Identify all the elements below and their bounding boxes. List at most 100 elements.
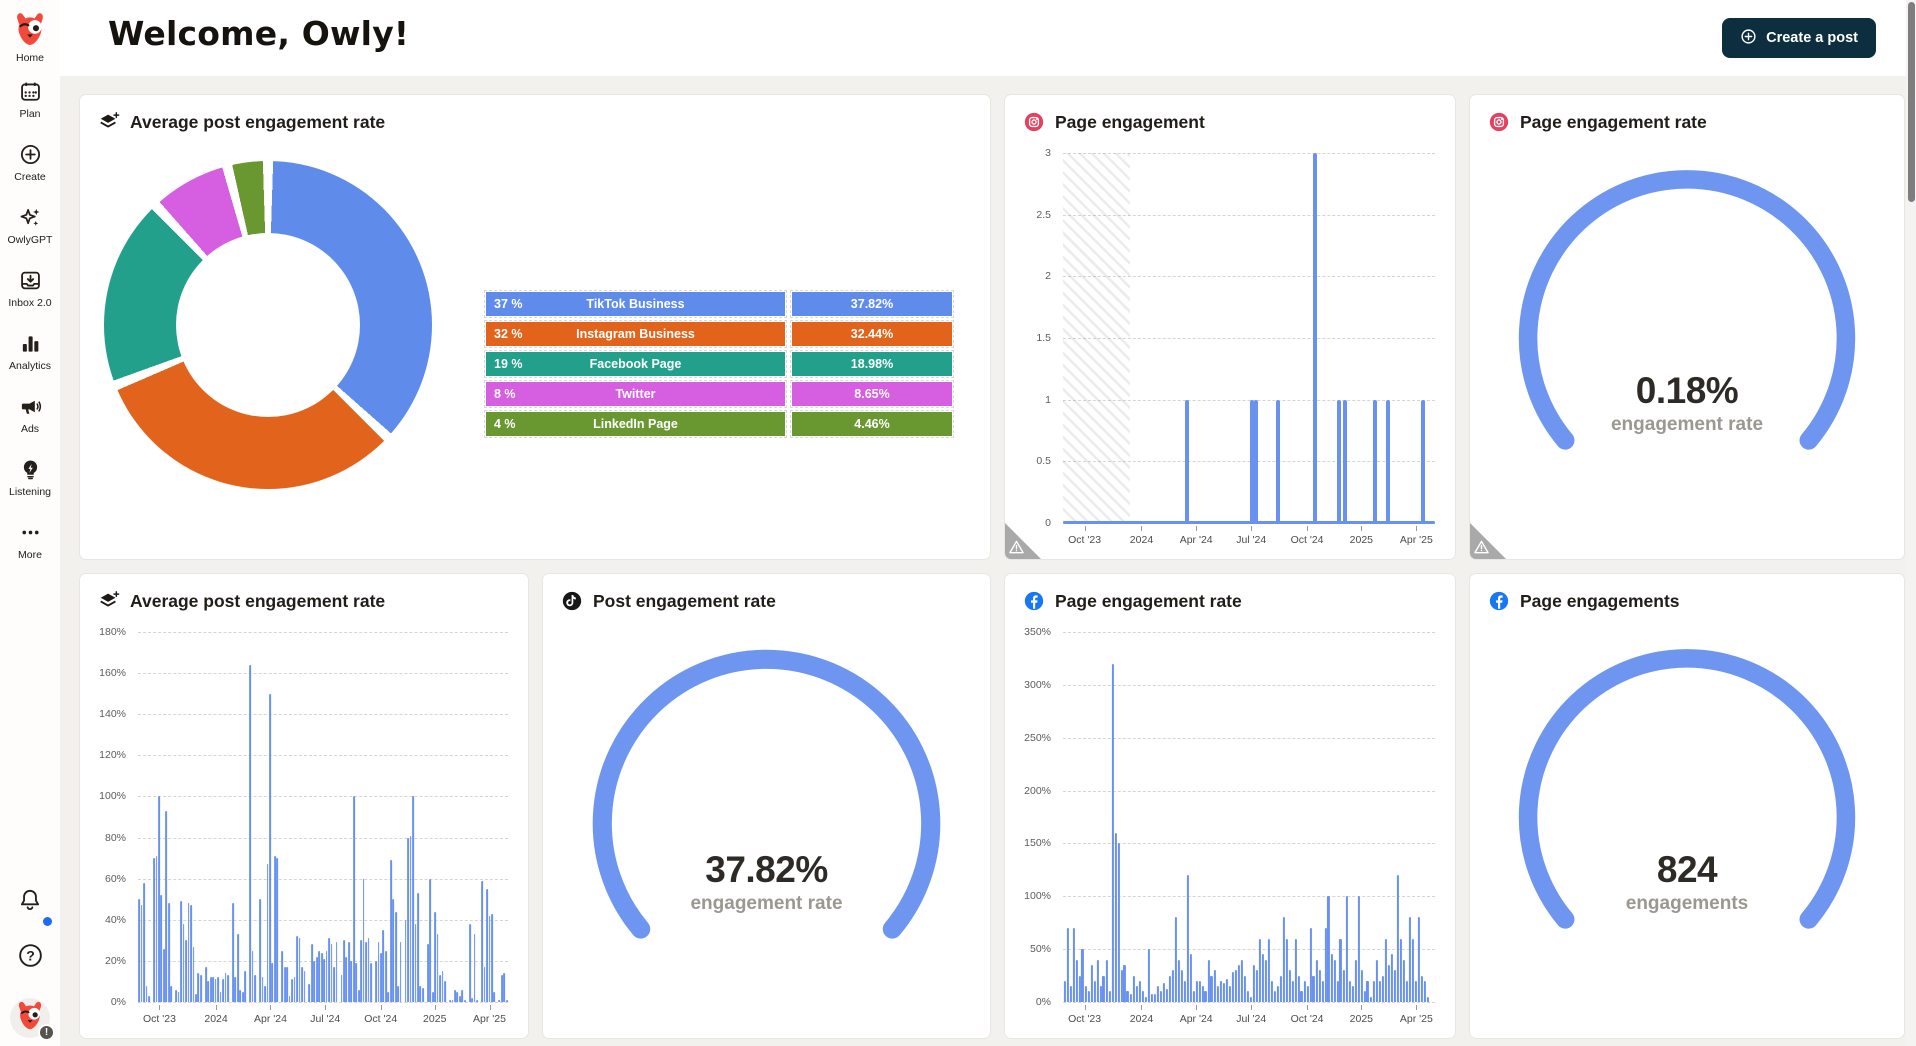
data-bar[interactable] [237,934,239,1002]
data-bar[interactable] [1231,972,1234,1002]
data-bar[interactable] [1198,980,1201,1002]
data-bar[interactable] [392,899,395,1002]
data-bar[interactable] [303,971,306,1002]
data-bar[interactable] [1300,991,1303,1002]
sidebar-item-inbox[interactable]: Inbox 2.0 [0,262,60,316]
data-bar[interactable] [1318,970,1321,1002]
data-bar[interactable] [1345,896,1348,1002]
data-bar[interactable] [1228,986,1231,1002]
data-bar[interactable] [207,981,210,1002]
data-bar[interactable] [1171,970,1174,1002]
data-bar[interactable] [1138,980,1141,1002]
data-bar[interactable] [404,919,407,1002]
data-bar[interactable] [187,903,190,1002]
data-bar[interactable] [328,938,331,1002]
data-bar[interactable] [505,999,508,1002]
data-bar[interactable] [1381,975,1384,1002]
data-bar[interactable] [160,895,163,1002]
data-bar[interactable] [281,950,284,1002]
legend-network-cell[interactable]: 32 % Instagram Business [484,320,787,348]
data-bar[interactable] [1336,980,1339,1002]
data-bar[interactable] [286,967,289,1002]
data-bar[interactable] [170,985,173,1002]
data-bar[interactable] [185,940,187,1002]
data-bar[interactable] [426,944,429,1002]
data-bar[interactable] [214,979,217,1002]
data-bar[interactable] [192,946,195,1002]
data-bar[interactable] [481,880,483,1002]
data-bar[interactable] [1222,982,1225,1002]
data-bar[interactable] [1426,996,1429,1002]
data-bar[interactable] [1201,986,1204,1002]
data-spike[interactable] [1337,399,1342,523]
data-bar[interactable] [380,952,382,1002]
data-bar[interactable] [227,975,229,1002]
data-bar[interactable] [1270,980,1273,1002]
data-bar[interactable] [1405,980,1408,1002]
data-bar[interactable] [325,950,328,1002]
data-bar[interactable] [345,956,348,1002]
data-bar[interactable] [1342,970,1345,1002]
data-bar[interactable] [271,962,274,1002]
data-bar[interactable] [180,901,183,1002]
data-bar[interactable] [417,893,419,1002]
help-button[interactable]: ? [17,942,44,974]
data-bar[interactable] [1369,996,1372,1002]
data-bar[interactable] [1303,980,1306,1002]
data-bar[interactable] [333,967,335,1002]
data-bar[interactable] [407,837,409,1002]
data-bar[interactable] [451,999,454,1002]
data-bar[interactable] [461,989,464,1002]
data-bar[interactable] [1387,965,1390,1002]
data-bar[interactable] [190,905,192,1002]
data-bar[interactable] [145,985,148,1002]
data-bar[interactable] [335,942,338,1002]
data-bar[interactable] [269,693,271,1002]
data-spike[interactable] [1343,399,1348,523]
data-bar[interactable] [311,944,313,1002]
data-bar[interactable] [1075,959,1078,1002]
data-bar[interactable] [163,948,165,1002]
data-bar[interactable] [397,985,400,1002]
sidebar-item-create[interactable]: Create [0,136,60,190]
data-bar[interactable] [1357,896,1360,1002]
data-bar[interactable] [1072,928,1075,1002]
data-bar[interactable] [454,989,456,1002]
legend-network-cell[interactable]: 8 % Twitter [484,380,787,408]
data-bar[interactable] [155,856,158,1002]
data-bar[interactable] [389,860,392,1002]
data-bar[interactable] [500,975,503,1002]
data-bar[interactable] [1123,965,1126,1002]
legend-row[interactable]: 32 % Instagram Business 32.44% [484,320,954,348]
data-bar[interactable] [197,973,200,1002]
data-bar[interactable] [140,905,143,1002]
data-bar[interactable] [1273,991,1276,1002]
data-bar[interactable] [1162,982,1165,1002]
data-spike[interactable] [1373,399,1378,523]
data-bar[interactable] [1399,938,1402,1002]
data-bar[interactable] [1234,970,1237,1002]
data-bar[interactable] [212,977,215,1002]
data-spike[interactable] [1276,399,1281,523]
data-bar[interactable] [1105,959,1108,1002]
sidebar-item-owlygpt[interactable]: OwlyGPT [0,199,60,253]
data-bar[interactable] [1111,663,1114,1002]
data-spike[interactable] [1184,399,1189,523]
data-bar[interactable] [204,967,207,1002]
data-bar[interactable] [1096,959,1099,1002]
data-bar[interactable] [1144,996,1147,1002]
data-bar[interactable] [1165,989,1168,1002]
legend-value-cell[interactable]: 32.44% [790,320,954,348]
sidebar-item-analytics[interactable]: Analytics [0,325,60,379]
data-bar[interactable] [375,960,377,1002]
data-bar[interactable] [1126,991,1129,1002]
legend-row[interactable]: 8 % Twitter 8.65% [484,380,954,408]
data-bar[interactable] [352,796,355,1002]
data-bar[interactable] [1102,975,1105,1002]
sidebar-item-listening[interactable]: Listening [0,451,60,505]
legend-network-cell[interactable]: 4 % LinkedIn Page [484,410,787,438]
data-bar[interactable] [348,942,350,1002]
data-bar[interactable] [320,952,323,1002]
data-bar[interactable] [385,950,387,1002]
data-bar[interactable] [1117,843,1120,1002]
